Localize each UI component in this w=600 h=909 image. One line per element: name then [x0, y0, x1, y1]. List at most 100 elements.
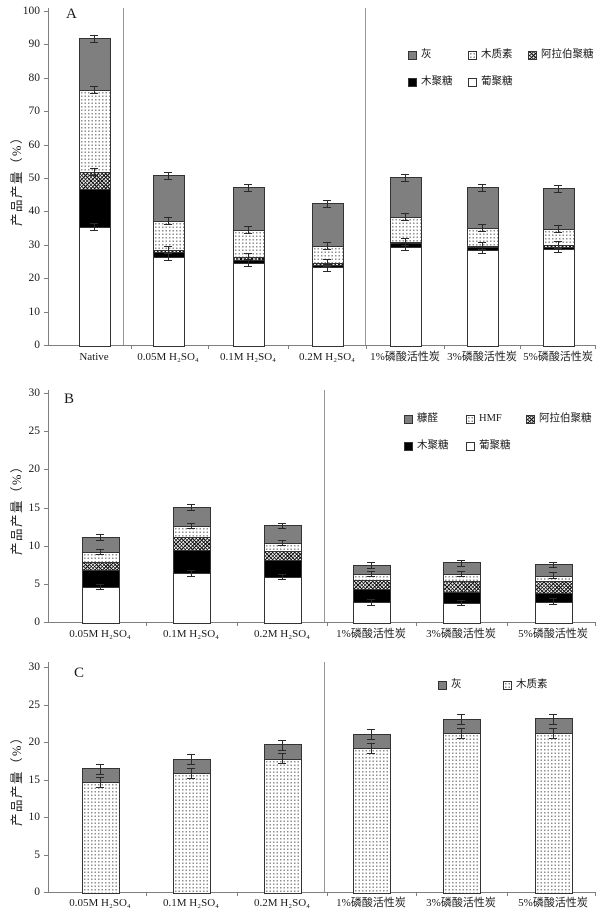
stacked-bar — [264, 525, 302, 624]
y-axis-tick — [44, 622, 48, 623]
bar-segment-crosshatch — [265, 551, 301, 561]
x-category-label: 5%磷酸活性炭 — [523, 351, 593, 363]
bar-segment-crosshatch — [444, 580, 480, 592]
y-axis-tick-label: 10 — [28, 305, 41, 318]
error-bar — [187, 522, 195, 530]
bar-segment-dotted — [154, 220, 184, 251]
legend-item: 木质素 — [468, 49, 513, 61]
legend-item: 阿拉伯聚糖 — [528, 49, 594, 61]
y-axis-tick — [44, 393, 48, 394]
legend-item: HMF — [466, 413, 502, 425]
bar-segment-white — [80, 227, 110, 346]
legend-item: 阿拉伯聚糖 — [526, 413, 592, 425]
error-bar — [401, 238, 409, 247]
legend-label: 灰 — [451, 679, 462, 690]
y-axis-tick — [44, 144, 48, 146]
x-category-label: 1%磷酸活性炭 — [370, 351, 440, 363]
bar-segment-crosshatch — [83, 561, 119, 570]
y-axis-tick-label: 90 — [28, 38, 41, 51]
error-bar — [367, 570, 375, 578]
x-axis-tick — [416, 892, 417, 896]
y-axis-tick-label: 25 — [28, 698, 41, 711]
y-axis-tick — [44, 667, 48, 668]
error-bar — [96, 763, 104, 775]
x-category-label: 5%磷酸活性炭 — [518, 897, 588, 909]
x-category-label: 1%磷酸活性炭 — [336, 628, 406, 640]
error-bar — [549, 713, 557, 725]
x-axis-tick — [326, 622, 328, 626]
error-bar — [278, 539, 286, 547]
bar-segment-crosshatch — [536, 580, 572, 594]
stacked-bar — [173, 506, 211, 624]
group-divider-line — [324, 390, 325, 622]
bar-segment-gray — [354, 565, 390, 575]
legend-label: 木聚糖 — [421, 76, 453, 87]
error-bar — [164, 172, 172, 181]
bar-segment-white — [544, 249, 574, 346]
bar-segment-dotted — [265, 542, 301, 552]
x-category-label: 3%磷酸活性炭 — [426, 628, 496, 640]
legend-label: HMF — [479, 413, 502, 424]
y-axis-tick — [44, 244, 48, 246]
x-category-label: 0.2M H₂SO₄ — [299, 351, 355, 363]
bar-segment-dotted — [265, 758, 301, 893]
bar-segment-dotted — [234, 229, 264, 258]
y-axis-tick — [44, 11, 48, 12]
x-category-label: 0.2M H₂SO₄ — [254, 628, 310, 640]
error-bar — [549, 561, 557, 569]
y-axis-tick-label: 20 — [28, 272, 41, 285]
error-bar — [457, 714, 465, 726]
stacked-bar — [173, 758, 211, 894]
stacked-bar — [543, 188, 575, 347]
x-axis-tick — [145, 622, 147, 626]
x-category-label: 0.2M H₂SO₄ — [254, 897, 310, 909]
bar-segment-gray — [174, 507, 210, 527]
bar-segment-white — [265, 577, 301, 623]
error-bar — [244, 253, 252, 262]
error-bar — [367, 599, 375, 606]
legend-label: 木质素 — [516, 679, 548, 690]
bar-segment-dotted — [83, 552, 119, 562]
bar-segment-black — [354, 589, 390, 603]
y-axis-tick — [44, 507, 48, 509]
error-bar — [401, 173, 409, 182]
x-category-label: 0.1M H₂SO₄ — [220, 351, 276, 363]
bar-segment-dotted — [83, 782, 119, 893]
legend-swatch-crosshatch — [526, 414, 535, 424]
stacked-bar — [82, 536, 120, 624]
legend-swatch-white — [468, 77, 477, 87]
bar-segment-white — [83, 587, 119, 623]
x-category-label: 0.05M H₂SO₄ — [137, 351, 199, 363]
bar-segment-dotted — [174, 773, 210, 893]
bar-segment-gray — [174, 759, 210, 773]
x-axis-tick — [326, 892, 328, 896]
y-axis-title: 产品产量（%） — [10, 730, 24, 826]
y-axis-tick — [44, 583, 48, 585]
error-bar — [96, 776, 104, 788]
bar-segment-black — [444, 591, 480, 604]
y-axis-tick — [44, 431, 48, 433]
error-bar — [554, 241, 562, 250]
x-axis-tick — [507, 892, 508, 896]
y-axis-tick-label: 80 — [28, 71, 41, 84]
y-axis-tick-label: 5 — [34, 577, 40, 590]
error-bar — [278, 522, 286, 530]
legend-swatch-black — [408, 77, 417, 87]
stacked-bar — [264, 744, 302, 894]
bar-segment-gray — [354, 734, 390, 749]
bar-segment-dotted — [80, 90, 110, 173]
bar-segment-black — [536, 593, 572, 602]
bar-segment-dotted — [174, 526, 210, 538]
y-axis-tick — [44, 545, 48, 547]
stacked-bar — [390, 176, 422, 347]
bar-segment-black — [544, 246, 574, 250]
y-axis-tick-label: 70 — [28, 105, 41, 118]
bar-segment-gray — [313, 204, 343, 246]
bar-segment-gray — [544, 189, 574, 230]
bar-segment-gray — [444, 719, 480, 734]
bar-segment-gray — [83, 537, 119, 552]
group-divider-line — [365, 8, 366, 345]
y-axis-tick-label: 30 — [28, 387, 41, 399]
error-bar — [554, 225, 562, 234]
